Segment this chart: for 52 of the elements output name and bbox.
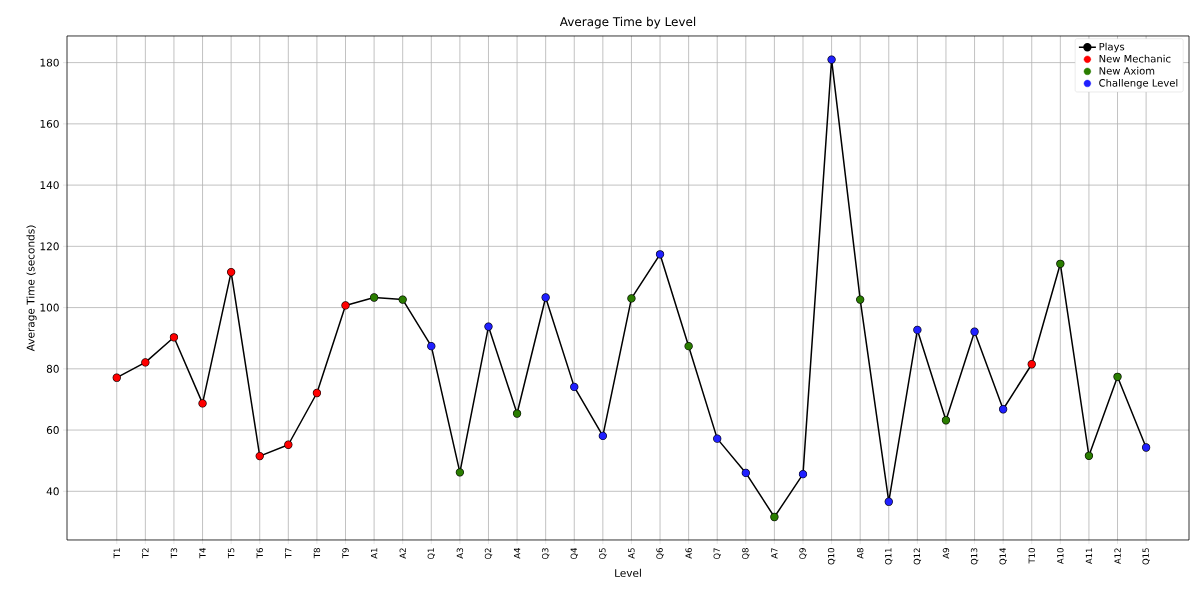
x-tick-label: A6 (685, 548, 692, 559)
x-tick-label: T1 (113, 548, 120, 559)
x-tick-label: Q2 (484, 548, 493, 560)
x-tick-label: Q14 (999, 547, 1007, 565)
x-tick-label: Q1 (427, 548, 435, 560)
legend-label: Plays (1099, 42, 1125, 53)
y-tick-label: 40 (46, 487, 59, 496)
x-tick-label: T4 (199, 547, 206, 559)
x-tick-label: Q11 (885, 548, 893, 565)
chart-title: Average Time by Level (559, 16, 696, 29)
x-tick-label: A4 (513, 547, 521, 559)
x-tick-label: Q6 (656, 548, 664, 560)
x-tick-label: T3 (170, 548, 178, 559)
x-tick-label: A1 (371, 548, 378, 559)
x-tick-label: T9 (342, 548, 349, 559)
y-tick-label: 120 (40, 242, 59, 251)
x-tick-label: Q15 (1142, 548, 1150, 565)
x-tick-label: A12 (1114, 548, 1121, 565)
y-tick-label: 100 (40, 303, 59, 312)
x-tick-label: Q13 (970, 548, 979, 565)
y-tick-label: 160 (40, 119, 59, 128)
x-tick-label: Q3 (541, 548, 550, 560)
x-tick-label: A2 (399, 548, 406, 559)
x-tick-label: T5 (227, 548, 235, 559)
x-tick-label: Q10 (827, 548, 836, 565)
x-tick-label: A5 (628, 548, 635, 559)
x-tick-label: T6 (256, 548, 263, 559)
y-tick-label: 60 (46, 426, 59, 435)
x-tick-label: T8 (313, 548, 321, 559)
x-tick-label: A3 (456, 548, 464, 559)
legend-label: Challenge Level (1099, 78, 1178, 89)
x-tick-label: Q9 (799, 548, 807, 560)
x-tick-label: Q4 (570, 547, 578, 560)
x-tick-label: T10 (1028, 548, 1035, 564)
x-axis-title: Level (615, 568, 641, 577)
y-tick-label: 140 (40, 181, 59, 190)
y-tick-label: 180 (40, 58, 59, 67)
y-tick-label: 80 (46, 364, 59, 373)
x-tick-label: Q7 (713, 548, 721, 560)
x-tick-label: A9 (942, 548, 950, 559)
x-tick-label: A11 (1085, 548, 1093, 565)
x-tick-label: A7 (771, 548, 778, 559)
x-tick-label: Q12 (913, 548, 922, 565)
legend-label: New Mechanic (1099, 54, 1171, 63)
legend-label: New Axiom (1099, 66, 1155, 75)
x-tick-label: A10 (1057, 548, 1064, 565)
x-tick-label: T2 (142, 548, 149, 559)
x-tick-label: T7 (285, 548, 292, 559)
y-axis-title: Average Time (seconds) (26, 225, 37, 352)
x-tick-label: Q8 (742, 548, 750, 560)
x-tick-label: Q5 (599, 548, 607, 560)
x-tick-label: A8 (856, 548, 864, 559)
